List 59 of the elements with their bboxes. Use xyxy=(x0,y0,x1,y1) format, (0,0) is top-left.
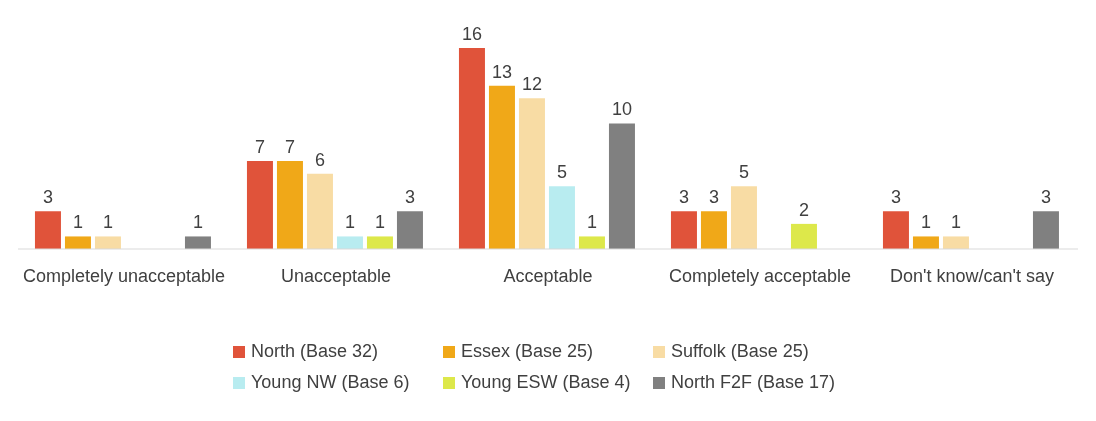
data-label: 3 xyxy=(1040,187,1051,208)
bar xyxy=(882,211,909,249)
data-label: 3 xyxy=(678,187,689,208)
x-tick-label: Acceptable xyxy=(503,265,593,286)
data-label: 1 xyxy=(102,212,113,233)
bar xyxy=(34,211,61,249)
bar xyxy=(336,236,363,249)
bar xyxy=(1032,211,1059,249)
bar xyxy=(458,48,485,249)
bar xyxy=(396,211,423,249)
data-label: 1 xyxy=(72,212,83,233)
data-label: 1 xyxy=(344,212,355,233)
data-label: 1 xyxy=(586,212,597,233)
data-label: 3 xyxy=(404,187,415,208)
data-label: 10 xyxy=(611,99,632,120)
data-label: 5 xyxy=(738,162,749,183)
data-label: 7 xyxy=(254,137,265,158)
data-label: 6 xyxy=(314,149,325,170)
bar xyxy=(488,85,515,249)
bar xyxy=(700,211,727,249)
data-label: 12 xyxy=(521,74,542,95)
bar xyxy=(306,173,333,249)
data-label: 3 xyxy=(42,187,53,208)
bar xyxy=(94,236,121,249)
bar xyxy=(730,186,757,249)
data-label: 13 xyxy=(491,61,512,82)
bar xyxy=(366,236,393,249)
x-tick-label: Completely unacceptable xyxy=(22,265,226,286)
data-label: 1 xyxy=(920,212,931,233)
legend-label: North (Base 32) xyxy=(250,341,380,362)
bar xyxy=(608,123,635,249)
bar xyxy=(64,236,91,249)
bar xyxy=(548,186,575,249)
bar xyxy=(578,236,605,249)
x-tick-label: Unacceptable xyxy=(280,265,392,286)
data-label: 1 xyxy=(374,212,385,233)
legend-label: Young ESW (Base 4) xyxy=(460,372,632,393)
bar xyxy=(670,211,697,249)
bar xyxy=(276,161,303,249)
x-tick-label: Completely acceptable xyxy=(668,265,852,286)
bar xyxy=(246,161,273,249)
data-label: 3 xyxy=(890,187,901,208)
x-tick-label: Don't know/can't say xyxy=(890,265,1054,286)
data-label: 7 xyxy=(284,137,295,158)
legend-label: Suffolk (Base 25) xyxy=(670,341,810,362)
bar xyxy=(942,236,969,249)
legend-label: North F2F (Base 17) xyxy=(670,372,837,393)
legend-label: Young NW (Base 6) xyxy=(250,372,411,393)
data-label: 2 xyxy=(798,199,809,220)
data-label: 16 xyxy=(461,24,482,44)
bar xyxy=(184,236,211,249)
data-label: 5 xyxy=(556,162,567,183)
data-label: 3 xyxy=(708,187,719,208)
data-label: 1 xyxy=(950,212,961,233)
bar xyxy=(912,236,939,249)
legend-label: Essex (Base 25) xyxy=(460,341,595,362)
bar xyxy=(518,98,545,249)
data-label: 1 xyxy=(192,212,203,233)
bar xyxy=(790,223,817,249)
